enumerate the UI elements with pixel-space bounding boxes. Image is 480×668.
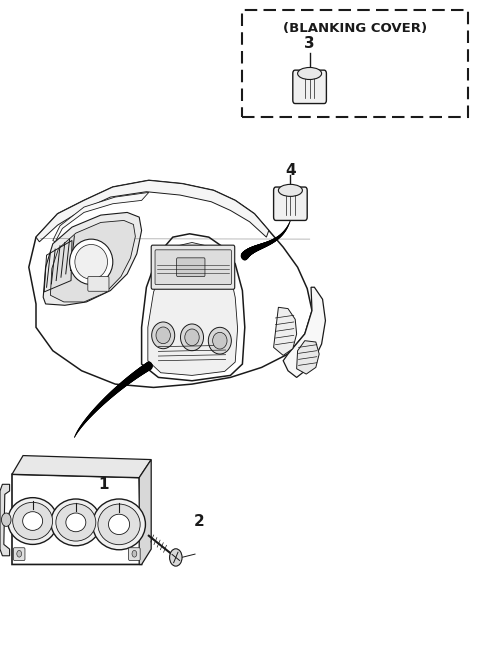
Ellipse shape [208, 327, 231, 354]
Polygon shape [283, 287, 325, 377]
Ellipse shape [108, 514, 130, 534]
Circle shape [132, 550, 137, 557]
Ellipse shape [66, 513, 86, 532]
Polygon shape [297, 341, 319, 374]
Polygon shape [43, 212, 142, 305]
Ellipse shape [298, 67, 322, 79]
Ellipse shape [98, 504, 140, 544]
Polygon shape [29, 180, 312, 387]
Text: 1: 1 [98, 477, 108, 492]
FancyBboxPatch shape [177, 258, 205, 277]
Ellipse shape [70, 239, 113, 285]
FancyBboxPatch shape [274, 187, 307, 220]
FancyBboxPatch shape [88, 277, 109, 291]
Circle shape [17, 550, 22, 557]
Circle shape [242, 252, 248, 260]
Ellipse shape [51, 499, 101, 546]
Polygon shape [50, 220, 135, 302]
Polygon shape [142, 234, 245, 381]
Ellipse shape [278, 184, 302, 196]
Ellipse shape [156, 327, 170, 343]
Circle shape [169, 549, 182, 566]
Polygon shape [53, 192, 149, 242]
FancyBboxPatch shape [155, 250, 231, 285]
Polygon shape [274, 307, 297, 355]
FancyBboxPatch shape [129, 548, 140, 560]
FancyBboxPatch shape [13, 548, 25, 560]
Polygon shape [36, 180, 269, 242]
Ellipse shape [75, 244, 108, 279]
Ellipse shape [8, 498, 58, 544]
Polygon shape [12, 456, 151, 478]
Circle shape [146, 362, 152, 370]
Polygon shape [0, 484, 10, 556]
Polygon shape [242, 10, 468, 117]
FancyBboxPatch shape [293, 70, 326, 104]
FancyBboxPatch shape [151, 245, 235, 289]
Ellipse shape [12, 502, 53, 540]
Polygon shape [12, 474, 142, 564]
Ellipse shape [152, 322, 175, 349]
Ellipse shape [56, 504, 96, 541]
Text: (BLANKING COVER): (BLANKING COVER) [283, 22, 427, 35]
Text: 3: 3 [304, 36, 315, 51]
Polygon shape [139, 460, 151, 564]
Ellipse shape [23, 512, 43, 530]
Text: 2: 2 [194, 514, 204, 528]
Ellipse shape [185, 329, 199, 346]
Ellipse shape [180, 324, 204, 351]
Ellipse shape [213, 332, 227, 349]
Circle shape [1, 513, 11, 526]
Ellipse shape [93, 499, 145, 550]
Text: 4: 4 [285, 163, 296, 178]
Polygon shape [148, 242, 238, 375]
